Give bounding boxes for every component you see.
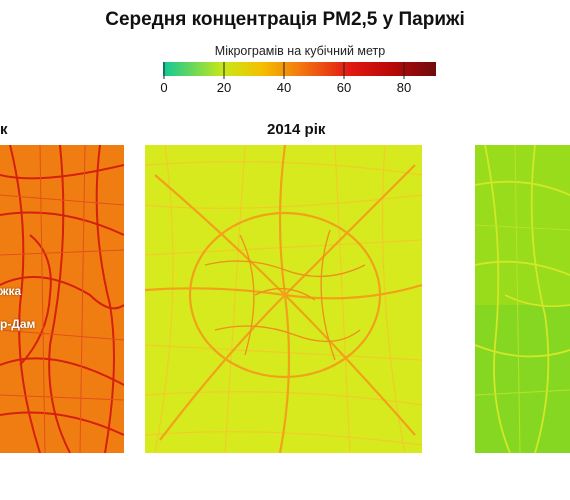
map-panel-right: [475, 145, 570, 453]
chart-title: Середня концентрація PM2,5 у Парижі: [105, 9, 465, 30]
map-panel-center: [145, 145, 422, 453]
map-label: р-Дам: [0, 317, 36, 331]
tick-label: 20: [216, 80, 232, 95]
panel-title-left: к: [0, 121, 8, 138]
tick-label: 60: [336, 80, 352, 95]
map-label: жка: [0, 284, 22, 298]
map-panel-left: жка р-Дам: [0, 145, 124, 453]
tick-label: 80: [396, 80, 412, 95]
map-center-svg: [145, 145, 422, 453]
tick-label: 40: [276, 80, 292, 95]
tick-label: 0: [160, 80, 168, 95]
map-right-svg: [475, 145, 570, 453]
legend-label: Мікрограмів на кубічний метр: [214, 44, 386, 58]
colorbar: [163, 62, 436, 76]
map-left-svg: [0, 145, 124, 453]
panel-title-center: 2014 рік: [267, 121, 326, 138]
